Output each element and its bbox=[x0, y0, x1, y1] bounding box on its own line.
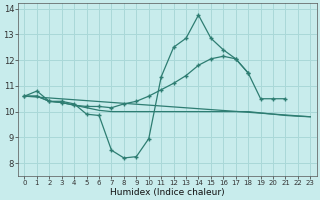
X-axis label: Humidex (Indice chaleur): Humidex (Indice chaleur) bbox=[110, 188, 225, 197]
